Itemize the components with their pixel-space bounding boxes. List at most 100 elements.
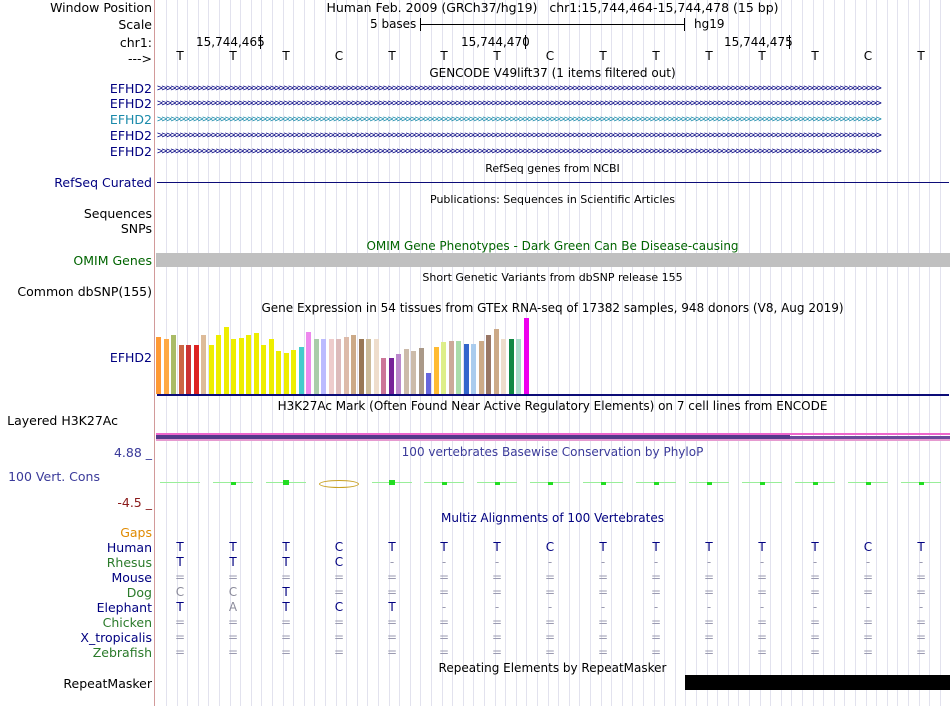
- repeatmasker-label[interactable]: RepeatMasker: [63, 676, 152, 691]
- gtex-bar[interactable]: [456, 341, 461, 394]
- gtex-bar[interactable]: [448, 341, 454, 394]
- phylop-value[interactable]: [813, 482, 818, 485]
- phylop-value[interactable]: [495, 482, 500, 485]
- gtex-bar[interactable]: [163, 339, 169, 394]
- phylop-value[interactable]: [601, 482, 606, 485]
- multiz-species-label[interactable]: X_tropicalis: [80, 630, 152, 645]
- phylop-value[interactable]: [707, 482, 712, 485]
- refseq-title[interactable]: RefSeq genes from NCBI: [485, 162, 620, 175]
- gtex-bar[interactable]: [261, 345, 266, 394]
- phylop-value[interactable]: [231, 482, 236, 485]
- multiz-title[interactable]: Multiz Alignments of 100 Vertebrates: [440, 511, 665, 525]
- gencode-item-arrows[interactable]: >>>>>>>>>>>>>>>>>>>>>>>>>>>>>>>>>>>>>>>>…: [157, 146, 882, 157]
- gencode-item-label[interactable]: EFHD2: [109, 96, 152, 111]
- phylop-value[interactable]: [760, 482, 765, 485]
- gtex-bar[interactable]: [441, 342, 446, 394]
- gtex-bar[interactable]: [471, 344, 476, 394]
- gencode-item-arrows[interactable]: >>>>>>>>>>>>>>>>>>>>>>>>>>>>>>>>>>>>>>>>…: [157, 114, 882, 125]
- phylop-title[interactable]: 100 vertebrates Basewise Conservation by…: [401, 445, 704, 459]
- h3k27ac-signal-bottom[interactable]: [156, 439, 950, 441]
- omim-title[interactable]: OMIM Gene Phenotypes - Dark Green Can Be…: [366, 239, 739, 253]
- gencode-item-label[interactable]: EFHD2: [109, 81, 152, 96]
- gtex-bar[interactable]: [298, 347, 304, 394]
- multiz-species-label[interactable]: Zebrafish: [92, 645, 152, 660]
- publications-sequences-label[interactable]: Sequences: [83, 206, 152, 221]
- gtex-bar[interactable]: [478, 341, 484, 394]
- gencode-item-label[interactable]: EFHD2: [109, 144, 152, 159]
- gtex-bar[interactable]: [418, 348, 424, 394]
- gtex-label[interactable]: EFHD2: [109, 350, 152, 365]
- phylop-value[interactable]: [442, 482, 447, 485]
- phylop-label[interactable]: 100 Vert. Cons: [8, 469, 100, 484]
- gtex-bar[interactable]: [343, 337, 349, 394]
- gtex-bar[interactable]: [523, 318, 529, 394]
- gtex-bar[interactable]: [321, 339, 326, 394]
- gtex-bar[interactable]: [216, 335, 221, 394]
- multiz-species-label[interactable]: Dog: [126, 585, 152, 600]
- phylop-value[interactable]: [548, 482, 553, 485]
- gencode-item-arrows[interactable]: >>>>>>>>>>>>>>>>>>>>>>>>>>>>>>>>>>>>>>>>…: [157, 98, 882, 109]
- publications-title[interactable]: Publications: Sequences in Scientific Ar…: [430, 193, 675, 206]
- publications-snps-label[interactable]: SNPs: [120, 221, 152, 236]
- dbsnp-label[interactable]: Common dbSNP(155): [17, 284, 152, 299]
- gencode-item-arrows[interactable]: >>>>>>>>>>>>>>>>>>>>>>>>>>>>>>>>>>>>>>>>…: [157, 130, 882, 141]
- gtex-bar[interactable]: [231, 339, 236, 394]
- gtex-bar[interactable]: [246, 335, 251, 394]
- multiz-species-label[interactable]: Chicken: [102, 615, 152, 630]
- phylop-value[interactable]: [654, 482, 659, 485]
- h3k27ac-signal-dark-right[interactable]: [790, 436, 950, 439]
- gtex-bar[interactable]: [358, 339, 364, 394]
- phylop-value[interactable]: [866, 482, 871, 485]
- multiz-species-label[interactable]: Rhesus: [106, 555, 152, 570]
- repeatmasker-block[interactable]: [685, 675, 950, 690]
- h3k27ac-signal-top[interactable]: [156, 433, 950, 435]
- repeatmasker-title[interactable]: Repeating Elements by RepeatMasker: [438, 661, 667, 675]
- gtex-bar[interactable]: [156, 337, 161, 394]
- gtex-bar[interactable]: [486, 335, 491, 394]
- h3k27ac-signal-dark[interactable]: [156, 435, 790, 439]
- gtex-bar[interactable]: [253, 333, 259, 394]
- gtex-bar[interactable]: [516, 339, 521, 394]
- gtex-bar[interactable]: [403, 349, 409, 394]
- gtex-bar[interactable]: [291, 350, 296, 394]
- gtex-bar[interactable]: [306, 332, 311, 394]
- gtex-bar[interactable]: [388, 358, 394, 394]
- gtex-bar[interactable]: [178, 345, 184, 394]
- multiz-species-label[interactable]: Human: [106, 540, 152, 555]
- gtex-bar[interactable]: [381, 358, 386, 394]
- gtex-title[interactable]: Gene Expression in 54 tissues from GTEx …: [261, 301, 844, 315]
- gtex-bar[interactable]: [238, 338, 244, 394]
- gtex-bar[interactable]: [328, 339, 334, 394]
- gtex-bar[interactable]: [433, 347, 439, 394]
- phylop-value[interactable]: [389, 480, 395, 485]
- phylop-value[interactable]: [919, 482, 924, 485]
- gtex-bar[interactable]: [186, 345, 191, 394]
- gtex-bar[interactable]: [201, 335, 206, 394]
- gtex-bar[interactable]: [276, 351, 281, 394]
- refseq-gene-line[interactable]: [157, 182, 949, 183]
- dbsnp-title[interactable]: Short Genetic Variants from dbSNP releas…: [422, 271, 683, 284]
- gencode-item-label[interactable]: EFHD2: [109, 128, 152, 143]
- omim-bar[interactable]: [156, 253, 950, 267]
- omim-label[interactable]: OMIM Genes: [73, 253, 152, 268]
- gencode-item-label[interactable]: EFHD2: [109, 112, 152, 127]
- gtex-bar[interactable]: [373, 339, 379, 394]
- gtex-bar[interactable]: [351, 335, 356, 394]
- multiz-species-label[interactable]: Elephant: [96, 600, 152, 615]
- gtex-bar[interactable]: [501, 339, 506, 394]
- gtex-bar[interactable]: [463, 344, 469, 394]
- gtex-bar[interactable]: [493, 329, 499, 394]
- gtex-bar[interactable]: [268, 339, 274, 394]
- gaps-label[interactable]: Gaps: [120, 525, 152, 540]
- gencode-item-arrows[interactable]: >>>>>>>>>>>>>>>>>>>>>>>>>>>>>>>>>>>>>>>>…: [157, 83, 882, 94]
- gtex-bar[interactable]: [313, 339, 319, 394]
- gtex-bar[interactable]: [411, 351, 416, 394]
- gtex-bar[interactable]: [283, 353, 289, 394]
- gtex-bar[interactable]: [366, 339, 371, 394]
- gtex-bar[interactable]: [223, 327, 229, 394]
- phylop-value[interactable]: [283, 480, 289, 485]
- gtex-bar[interactable]: [208, 345, 214, 394]
- h3k27ac-title[interactable]: H3K27Ac Mark (Often Found Near Active Re…: [277, 399, 828, 413]
- multiz-species-label[interactable]: Mouse: [111, 570, 152, 585]
- gtex-bar[interactable]: [396, 354, 401, 394]
